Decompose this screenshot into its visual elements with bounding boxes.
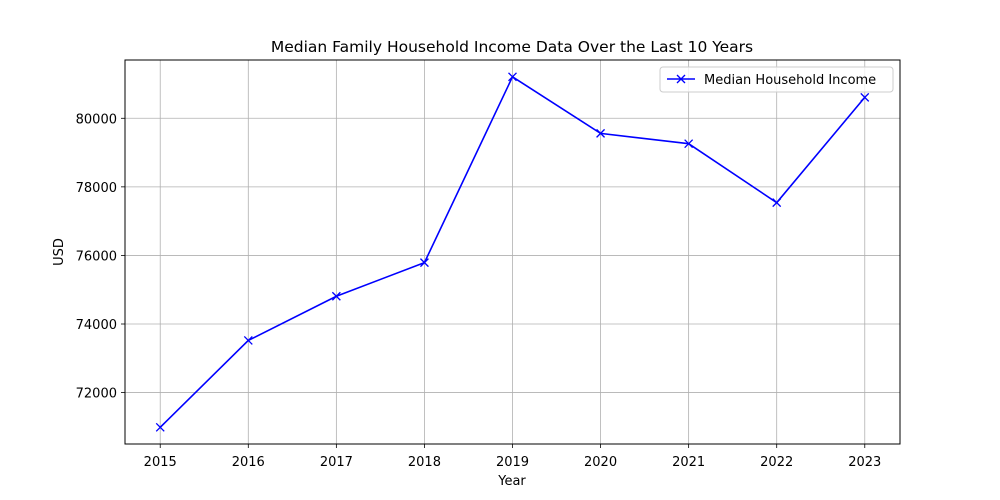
data-point-marker: [772, 198, 782, 208]
y-tick-label: 78000: [76, 181, 117, 196]
y-tick-label: 76000: [76, 249, 117, 264]
legend-label: Median Household Income: [704, 73, 876, 88]
y-tick-label: 80000: [76, 112, 117, 127]
legend-x-marker-icon: [676, 74, 686, 84]
data-point-marker: [860, 92, 870, 102]
data-point-marker: [243, 335, 253, 345]
y-axis: 72000 74000 76000 78000 80000: [76, 112, 125, 402]
data-point-marker: [331, 291, 341, 301]
chart-title: Median Family Household Income Data Over…: [271, 38, 753, 56]
y-tick-label: 72000: [76, 387, 117, 402]
x-tick-label: 2015: [144, 455, 177, 470]
x-tick-label: 2020: [584, 455, 617, 470]
x-tick-label: 2016: [232, 455, 265, 470]
y-axis-label: USD: [52, 238, 67, 266]
legend-box: [659, 66, 894, 93]
x-tick-label: 2018: [408, 455, 441, 470]
data-point-marker: [155, 422, 165, 432]
grid: [125, 60, 900, 444]
x-tick-label: 2022: [760, 455, 793, 470]
x-tick-label: 2017: [320, 455, 353, 470]
data-point-marker: [596, 128, 606, 138]
x-axis: 2015 2016 2017 2018 2019 2020 2021 2022 2023: [144, 444, 881, 470]
plot-area: [155, 72, 870, 432]
data-point-marker: [508, 72, 517, 82]
x-tick-label: 2023: [848, 455, 881, 470]
x-tick-label: 2019: [496, 455, 529, 470]
legend: Median Household Income: [659, 66, 894, 93]
y-tick-label: 74000: [76, 318, 117, 333]
x-tick-label: 2021: [672, 455, 705, 470]
x-axis-label: Year: [497, 474, 526, 489]
data-point-marker: [684, 139, 694, 149]
data-point-marker: [419, 258, 429, 268]
